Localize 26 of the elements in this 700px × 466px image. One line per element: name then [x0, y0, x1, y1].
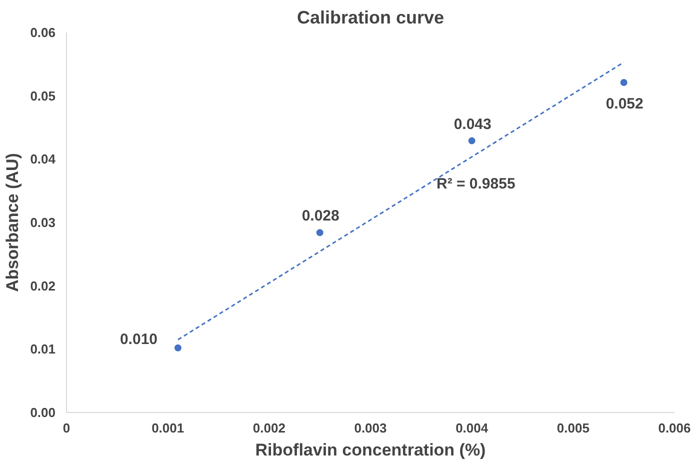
y-tick-label: 0.00	[30, 405, 56, 420]
y-tick-label: 0.06	[30, 25, 56, 40]
x-tick-label: 0.005	[556, 420, 590, 436]
x-tick-label: 0.006	[658, 420, 691, 436]
x-tick-label: 0	[62, 420, 70, 436]
x-axis-title: Riboflavin concentration (%)	[255, 440, 486, 460]
annotation: R² = 0.9855	[436, 176, 516, 192]
data-label: 0.010	[120, 330, 158, 348]
y-tick-label: 0.01	[30, 342, 56, 357]
y-tick-label: 0.03	[30, 215, 56, 230]
point	[468, 137, 476, 144]
x-tick-label: 0.003	[354, 420, 387, 436]
x-tick-label: 0.004	[456, 420, 489, 436]
data-label: 0.043	[454, 116, 492, 133]
point	[174, 344, 182, 352]
y-axis-title: Absorbance (AU)	[3, 153, 22, 292]
point	[620, 79, 628, 86]
point	[316, 229, 324, 236]
data-label: 0.028	[302, 208, 340, 225]
x-tick-label: 0.002	[252, 420, 286, 436]
chart-title: Calibration curve	[296, 8, 444, 28]
x-tick-label: 0.001	[152, 420, 184, 436]
y-tick-label: 0.04	[30, 152, 56, 167]
y-tick-label: 0.05	[30, 88, 56, 104]
y-tick-label: 0.02	[30, 278, 56, 294]
data-label: 0.052	[606, 96, 644, 113]
